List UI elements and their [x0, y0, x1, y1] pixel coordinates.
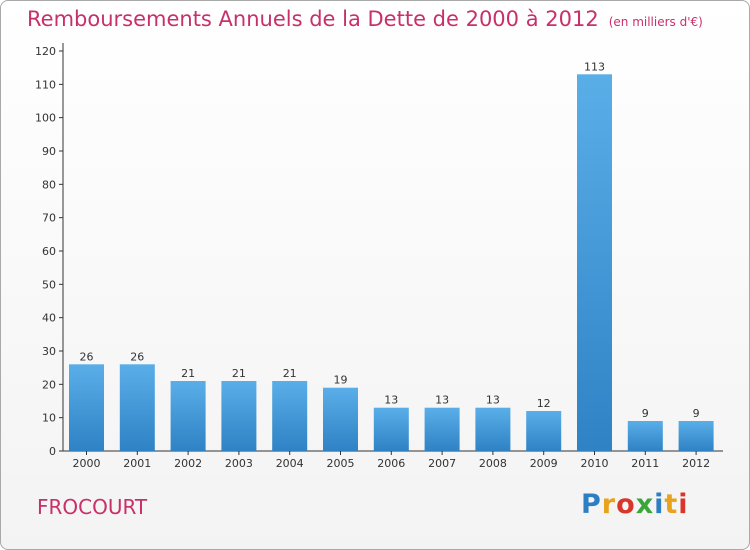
logo-letter: x — [635, 489, 655, 520]
chart-title-main: Remboursements Annuels de la Dette de 20… — [27, 7, 599, 31]
data-label: 9 — [693, 407, 700, 420]
x-tick-label: 2011 — [631, 457, 659, 470]
bar — [272, 381, 308, 451]
chart-title-unit: (en milliers d'€) — [608, 15, 703, 29]
data-label: 13 — [435, 394, 449, 407]
x-tick-label: 2000 — [73, 457, 101, 470]
data-label: 19 — [334, 374, 348, 387]
data-label: 26 — [130, 350, 144, 363]
x-tick-label: 2010 — [581, 457, 609, 470]
y-tick-label: 90 — [42, 145, 56, 158]
bar — [475, 407, 511, 451]
bar — [221, 381, 257, 451]
data-label: 21 — [232, 367, 246, 380]
x-tick-label: 2002 — [174, 457, 202, 470]
bar — [424, 407, 460, 451]
x-tick-label: 2009 — [530, 457, 558, 470]
x-tick-label: 2003 — [225, 457, 253, 470]
y-tick-label: 110 — [35, 78, 56, 91]
x-tick-label: 2007 — [428, 457, 456, 470]
y-tick-label: 70 — [42, 212, 56, 225]
bar — [627, 421, 663, 451]
y-tick-label: 50 — [42, 278, 56, 291]
bar — [119, 364, 155, 451]
y-tick-label: 40 — [42, 312, 56, 325]
x-tick-label: 2004 — [276, 457, 304, 470]
data-label: 21 — [283, 367, 297, 380]
data-label: 13 — [384, 394, 398, 407]
logo-letter: r — [601, 489, 617, 520]
x-tick-label: 2008 — [479, 457, 507, 470]
bar — [577, 74, 612, 452]
bar — [170, 381, 206, 451]
bar — [323, 387, 358, 451]
data-label: 12 — [537, 397, 551, 410]
y-tick-label: 10 — [42, 412, 56, 425]
bar — [69, 364, 104, 451]
logo-letter: o — [616, 489, 636, 520]
data-label: 13 — [486, 394, 500, 407]
y-tick-label: 100 — [35, 112, 56, 125]
proxiti-logo: Proxiti — [581, 489, 689, 520]
y-tick-label: 120 — [35, 45, 56, 58]
bar — [373, 407, 409, 451]
data-label: 21 — [181, 367, 195, 380]
data-label: 9 — [642, 407, 649, 420]
x-tick-label: 2005 — [327, 457, 355, 470]
logo-letter: i — [678, 489, 689, 520]
bar — [678, 421, 714, 451]
y-tick-label: 80 — [42, 178, 56, 191]
logo-letter: P — [581, 489, 602, 520]
chart-title: Remboursements Annuels de la Dette de 20… — [27, 7, 703, 31]
bar — [526, 411, 562, 451]
town-name: FROCOURT — [37, 495, 148, 519]
logo-letter: i — [654, 489, 665, 520]
logo-letter: t — [664, 489, 679, 520]
y-tick-label: 0 — [49, 445, 56, 458]
x-tick-label: 2001 — [123, 457, 151, 470]
y-tick-label: 30 — [42, 345, 56, 358]
chart-labels: 2000 26 2001 26 2002 21 2003 21 2004 21 2005 19 2006… — [73, 60, 711, 470]
data-label: 113 — [584, 60, 605, 73]
chart-bars — [69, 74, 714, 452]
x-tick-label: 2006 — [377, 457, 405, 470]
data-label: 26 — [80, 350, 94, 363]
y-tick-label: 20 — [42, 378, 56, 391]
x-tick-label: 2012 — [682, 457, 710, 470]
y-tick-label: 60 — [42, 245, 56, 258]
